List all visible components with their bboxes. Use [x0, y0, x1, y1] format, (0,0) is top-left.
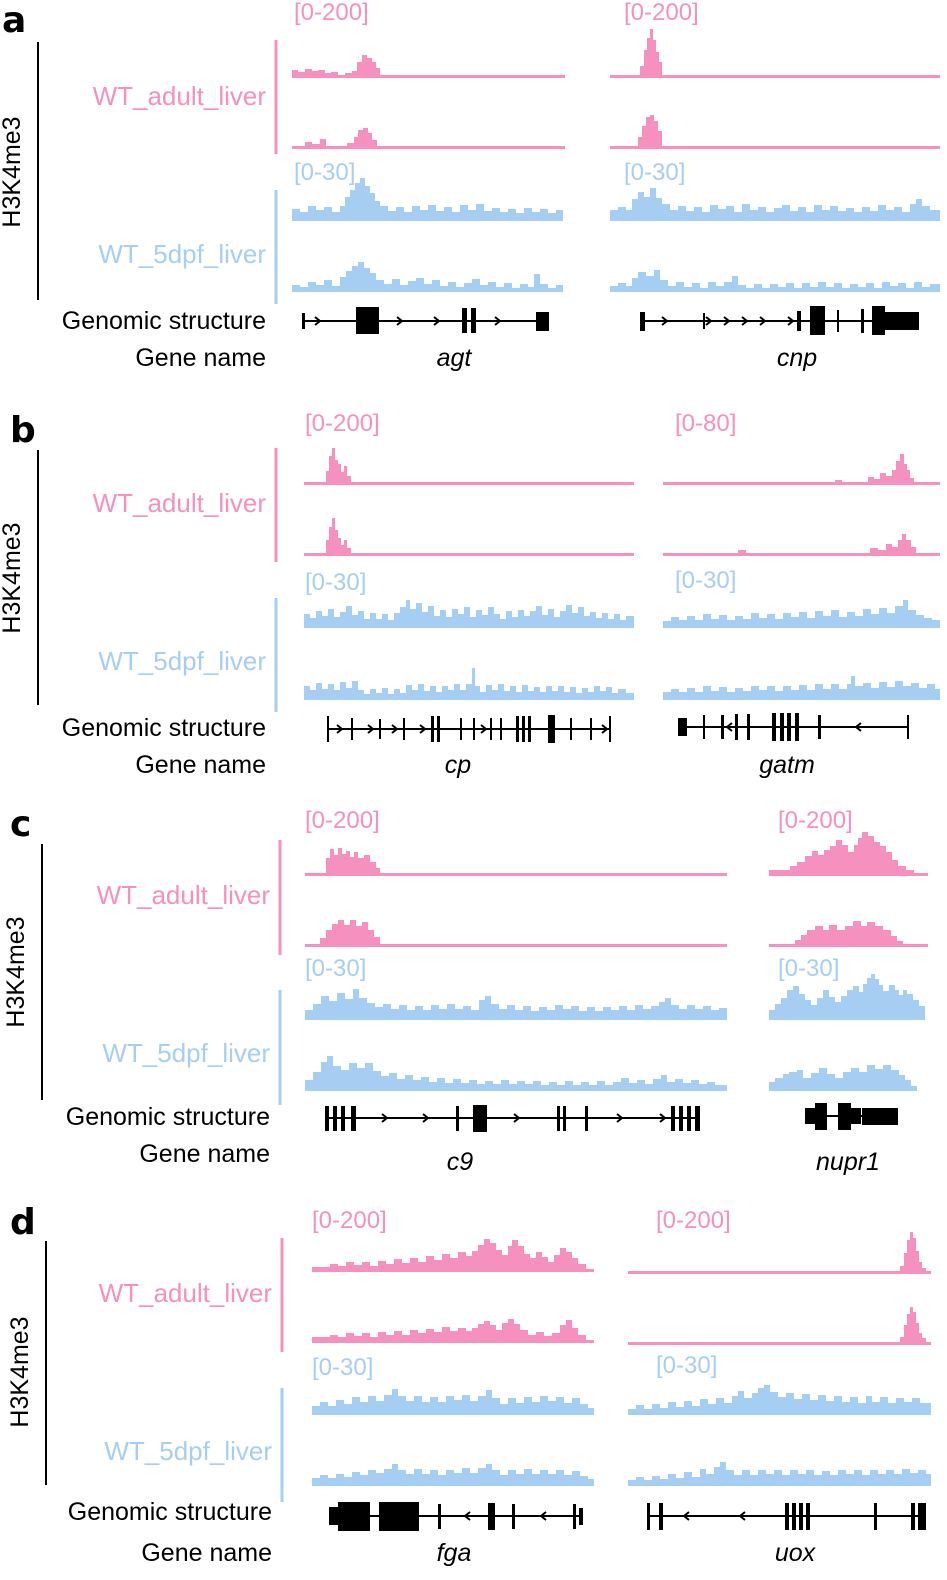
range-c9-larval: [0-30]	[305, 955, 366, 982]
range-nupr1-adult: [0-200]	[778, 807, 853, 834]
genomic-structure-label-d: Genomic structure	[68, 1498, 272, 1526]
track-uox-adult-2	[628, 1307, 931, 1345]
track-c9-larval-1	[305, 989, 727, 1020]
larval-label-a: WT_5dpf_liver	[98, 239, 266, 269]
track-fga-larval-1	[312, 1389, 594, 1415]
range-uox-adult: [0-200]	[656, 1207, 731, 1234]
range-uox-larval: [0-30]	[656, 1352, 717, 1379]
gene-name-gatm: gatm	[759, 751, 815, 779]
track-cnp-adult-2	[610, 115, 940, 149]
larval-label-b: WT_5dpf_liver	[98, 646, 266, 676]
gene-name-cp: cp	[445, 751, 472, 779]
gene-model-cp	[327, 715, 611, 743]
gene-name-label-a: Gene name	[135, 344, 266, 372]
gene-name-label-b: Gene name	[135, 751, 266, 779]
track-c9-adult-2	[305, 920, 727, 947]
gene-name-fga: fga	[437, 1539, 472, 1567]
track-uox-larval-1	[628, 1385, 931, 1415]
range-gatm-adult: [0-80]	[675, 410, 736, 437]
track-nupr1-adult-2	[769, 921, 928, 947]
track-uox-larval-2	[628, 1462, 931, 1486]
track-cp-adult-2	[304, 518, 634, 556]
track-agt-larval-1	[292, 178, 563, 221]
track-agt-adult-2	[292, 128, 565, 149]
panel-letter-b: b	[10, 410, 36, 451]
genomic-structure-label-a: Genomic structure	[62, 307, 266, 335]
track-nupr1-larval-1	[769, 974, 925, 1020]
gene-model-fga	[329, 1502, 583, 1531]
track-cnp-larval-1	[610, 188, 940, 221]
mark-label-d: H3K4me3	[6, 1316, 34, 1427]
adult-label-b: WT_adult_liver	[93, 488, 267, 518]
track-c9-larval-2	[305, 1056, 727, 1091]
mark-label-a: H3K4me3	[0, 116, 26, 227]
track-cnp-larval-2	[610, 270, 940, 292]
track-gatm-larval-2	[663, 676, 940, 700]
larval-label-d: WT_5dpf_liver	[104, 1436, 272, 1466]
range-agt-adult: [0-200]	[294, 0, 369, 26]
track-cp-larval-1	[304, 600, 634, 628]
range-agt-larval: [0-30]	[294, 159, 355, 186]
gene-name-c9: c9	[447, 1148, 474, 1176]
genomic-structure-label-c: Genomic structure	[66, 1103, 270, 1131]
panel-a: a H3K4me3 WT_adult_liver WT_5dpf_liver G…	[0, 0, 940, 372]
genomic-structure-label-b: Genomic structure	[62, 714, 266, 742]
panel-d: d H3K4me3 WT_adult_liver WT_5dpf_liver G…	[6, 1202, 931, 1567]
mark-label-b: H3K4me3	[0, 522, 26, 633]
gene-model-nupr1	[805, 1103, 898, 1130]
adult-label-a: WT_adult_liver	[93, 81, 267, 111]
adult-label-c: WT_adult_liver	[97, 880, 271, 910]
gene-model-uox	[647, 1503, 926, 1530]
range-nupr1-larval: [0-30]	[778, 955, 839, 982]
range-cnp-adult: [0-200]	[624, 0, 699, 26]
panel-letter-d: d	[10, 1202, 36, 1243]
track-cnp-adult-1	[610, 29, 940, 78]
range-cp-larval: [0-30]	[305, 569, 366, 596]
track-nupr1-adult-1	[769, 832, 928, 876]
gene-model-cnp	[640, 306, 919, 335]
track-fga-adult-1	[312, 1239, 594, 1272]
gene-name-nupr1: nupr1	[816, 1148, 880, 1176]
track-agt-adult-1	[292, 55, 565, 78]
larval-label-c: WT_5dpf_liver	[102, 1038, 270, 1068]
adult-label-d: WT_adult_liver	[99, 1278, 273, 1308]
range-fga-larval: [0-30]	[312, 1354, 373, 1381]
track-uox-adult-1	[628, 1232, 931, 1274]
gene-name-label-d: Gene name	[141, 1539, 272, 1567]
range-fga-adult: [0-200]	[312, 1207, 387, 1234]
range-gatm-larval: [0-30]	[675, 567, 736, 594]
track-cp-larval-2	[304, 668, 634, 700]
range-c9-adult: [0-200]	[305, 807, 380, 834]
track-gatm-adult-1	[663, 454, 940, 485]
panel-letter-a: a	[2, 0, 26, 41]
gene-model-agt	[302, 307, 549, 334]
track-agt-larval-2	[292, 262, 563, 292]
track-fga-adult-2	[312, 1319, 594, 1343]
track-nupr1-larval-2	[769, 1065, 917, 1091]
panel-b: b H3K4me3 WT_adult_liver WT_5dpf_liver G…	[0, 410, 940, 779]
track-fga-larval-2	[312, 1464, 594, 1486]
gene-name-cnp: cnp	[777, 344, 817, 372]
gene-model-c9	[325, 1105, 700, 1132]
gene-name-label-c: Gene name	[139, 1140, 270, 1168]
panel-c: c H3K4me3 WT_adult_liver WT_5dpf_liver G…	[2, 804, 928, 1176]
track-gatm-larval-1	[663, 600, 940, 628]
mark-label-c: H3K4me3	[2, 916, 30, 1027]
panel-letter-c: c	[10, 804, 31, 845]
range-cp-adult: [0-200]	[305, 410, 380, 437]
track-gatm-adult-2	[663, 534, 940, 556]
track-c9-adult-1	[305, 848, 727, 876]
gene-name-agt: agt	[437, 344, 473, 372]
gene-name-uox: uox	[775, 1539, 817, 1567]
range-cnp-larval: [0-30]	[624, 159, 685, 186]
gene-model-gatm	[678, 713, 909, 741]
track-cp-adult-1	[304, 448, 634, 485]
